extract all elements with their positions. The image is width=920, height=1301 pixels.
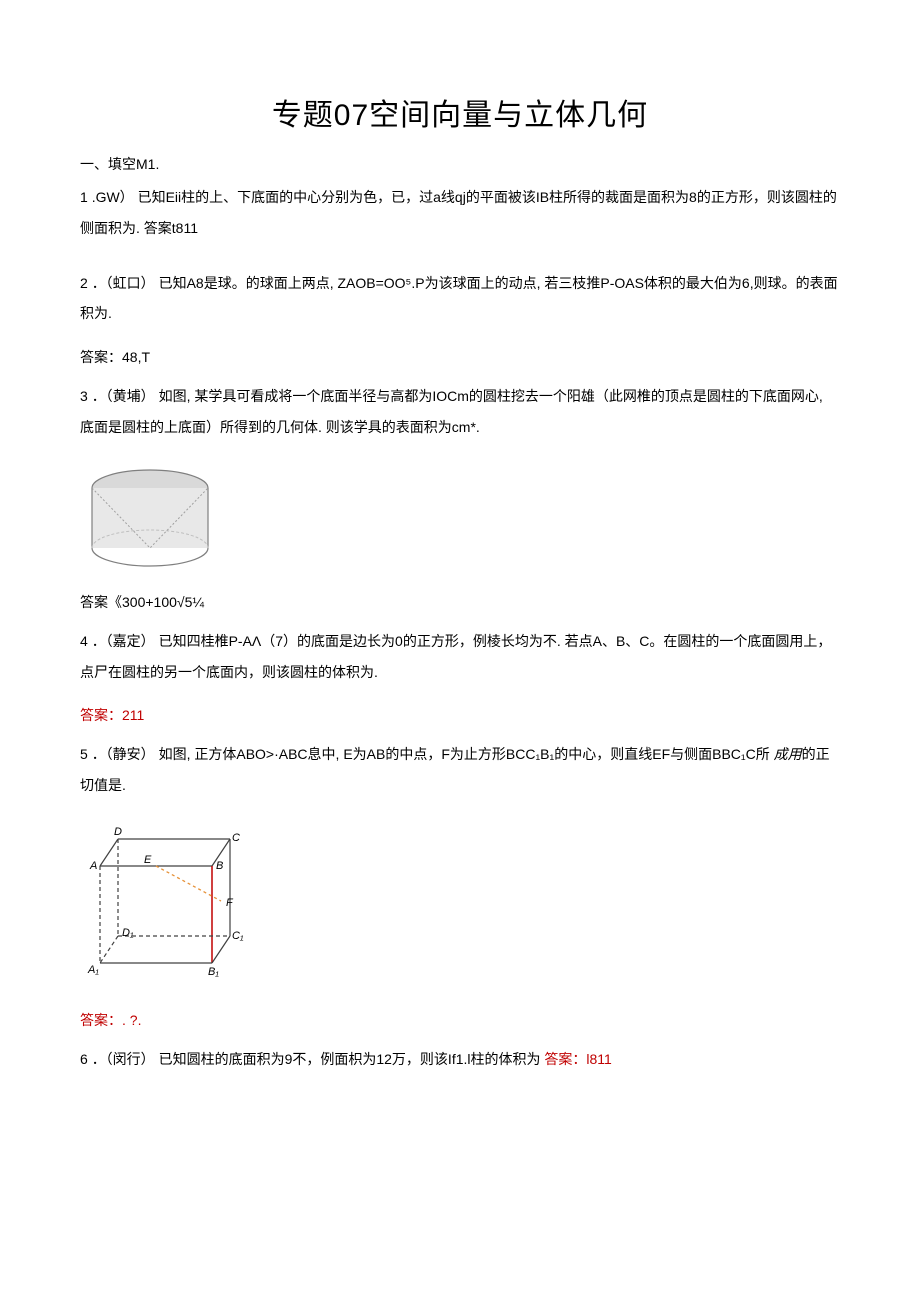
problem-num: 6 <box>80 1051 88 1067</box>
answer-6-inline: 答案：l811 <box>544 1051 611 1067</box>
problem-district: .GW） <box>92 189 134 205</box>
document-title: 专题07空间向量与立体几何 <box>80 90 840 134</box>
problem-district: ．（静安） <box>92 746 155 762</box>
cube-diagram: D C A B E F D₁ C₁ A₁ B₁ <box>80 821 840 996</box>
problem-num: 1 <box>80 189 88 205</box>
problem-text: 已知四桂椎P-AΛ（7）的底面是边长为0的正方形，例棱长均为不. 若点A、B、C… <box>80 633 831 680</box>
answer-5-label: 答案：. ?. <box>80 1012 141 1028</box>
problem-district: ．（嘉定） <box>92 633 155 649</box>
problem-text: 已知Eii柱的上、下底面的中心分别为色，已，过a线qj的平面被该IB柱所得的裁面… <box>80 189 837 236</box>
problem-text: 如图, 某学具可看成将一个底面半径与高都为IOCm的圆柱挖去一个阳雄（此网椎的顶… <box>80 388 823 435</box>
problem-text-italic: 成用 <box>774 746 802 762</box>
svg-text:A: A <box>89 860 97 872</box>
answer-4: 答案：211 <box>80 705 840 725</box>
problem-num: 4 <box>80 633 88 649</box>
problem-1: 1 .GW） 已知Eii柱的上、下底面的中心分别为色，已，过a线qj的平面被该I… <box>80 182 840 244</box>
answer-4-label: 答案：211 <box>80 707 144 723</box>
problem-6: 6 ．（闵行） 已知圆柱的底面积为9不，例面枳为12万，则该If1.l柱的体积为… <box>80 1044 840 1075</box>
problem-text: 已知A8是球。的球面上两点, ZAOB=OO⁵.P为该球面上的动点, 若三枝推P… <box>80 275 838 322</box>
problem-text: 已知圆柱的底面积为9不，例面枳为12万，则该If1.l柱的体积为 <box>159 1051 541 1067</box>
svg-text:A₁: A₁ <box>87 964 99 976</box>
cylinder-diagram <box>80 463 840 578</box>
problem-text: 如图, 正方体ABO>·ABC息中, E为AB的中点，F为止方形BCC₁B₁的中… <box>159 746 770 762</box>
answer-5: 答案：. ?. <box>80 1010 840 1030</box>
section-heading: 一、填空M1. <box>80 154 840 174</box>
svg-text:F: F <box>226 897 234 909</box>
svg-text:D: D <box>114 826 122 838</box>
problem-num: 5 <box>80 746 88 762</box>
answer-2: 答案：48,T <box>80 347 840 367</box>
svg-text:C₁: C₁ <box>232 930 244 942</box>
problem-district: ．（黄埔） <box>92 388 155 404</box>
svg-text:B: B <box>216 860 223 872</box>
problem-5: 5 ．（静安） 如图, 正方体ABO>·ABC息中, E为AB的中点，F为止方形… <box>80 739 840 801</box>
answer-3: 答案《300+100√5¼ <box>80 592 840 612</box>
problem-4: 4 ．（嘉定） 已知四桂椎P-AΛ（7）的底面是边长为0的正方形，例棱长均为不.… <box>80 626 840 688</box>
problem-district: ．（虹口） <box>92 275 155 291</box>
problem-district: ．（闵行） <box>92 1051 155 1067</box>
svg-text:C: C <box>232 832 240 844</box>
problem-3: 3 ．（黄埔） 如图, 某学具可看成将一个底面半径与高都为IOCm的圆柱挖去一个… <box>80 381 840 443</box>
problem-num: 2 <box>80 275 88 291</box>
problem-2: 2 ．（虹口） 已知A8是球。的球面上两点, ZAOB=OO⁵.P为该球面上的动… <box>80 268 840 330</box>
svg-text:D₁: D₁ <box>122 927 134 939</box>
problem-num: 3 <box>80 388 88 404</box>
svg-text:E: E <box>144 854 152 866</box>
svg-text:B₁: B₁ <box>208 966 219 978</box>
